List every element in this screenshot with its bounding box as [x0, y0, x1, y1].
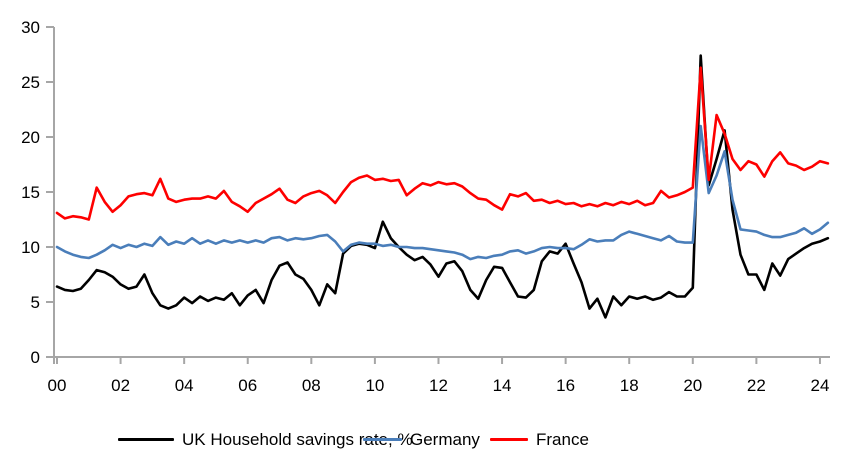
x-tick-label: 06 [238, 376, 257, 395]
y-tick-label: 30 [21, 18, 40, 37]
y-tick-label: 25 [21, 73, 40, 92]
x-tick-label: 02 [111, 376, 130, 395]
x-tick-label: 12 [429, 376, 448, 395]
x-tick-label: 18 [620, 376, 639, 395]
y-tick-label: 20 [21, 128, 40, 147]
x-tick-label: 04 [175, 376, 194, 395]
x-tick-label: 10 [365, 376, 384, 395]
y-tick-label: 10 [21, 238, 40, 257]
x-tick-label: 08 [302, 376, 321, 395]
x-tick-label: 24 [810, 376, 829, 395]
y-tick-label: 15 [21, 183, 40, 202]
y-tick-label: 0 [31, 348, 40, 367]
x-tick-label: 14 [493, 376, 512, 395]
series-line-germany [55, 124, 830, 261]
x-tick-label: 22 [747, 376, 766, 395]
x-tick-label: 00 [48, 376, 67, 395]
x-tick-label: 16 [556, 376, 575, 395]
series-line-france [55, 66, 830, 221]
x-tick-label: 20 [683, 376, 702, 395]
y-tick-label: 5 [31, 293, 40, 312]
